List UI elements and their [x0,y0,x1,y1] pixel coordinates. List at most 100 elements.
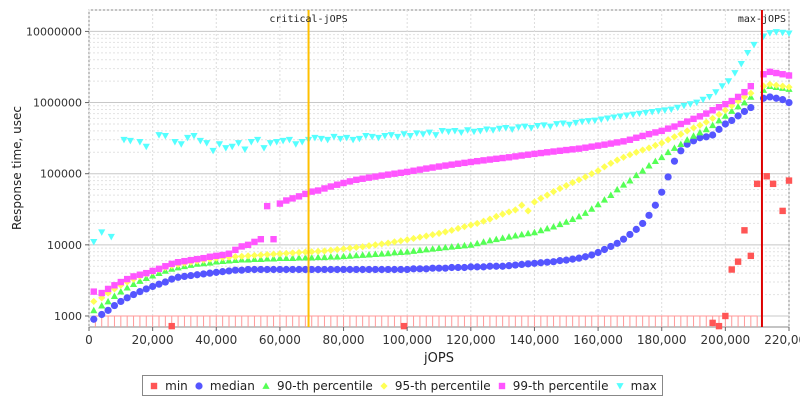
data-point [168,275,176,283]
data-point [537,259,545,267]
data-point [607,159,615,167]
data-point [772,29,780,36]
data-point [171,139,179,146]
data-point [575,145,583,152]
data-point [721,120,729,128]
x-tick-label: 200,000 [701,333,751,347]
data-point [651,141,659,149]
data-point [534,123,542,130]
data-point [295,265,303,274]
series-min [168,173,793,330]
data-point [98,294,106,302]
data-point [759,82,768,90]
x-tick-label: 20,000 [132,333,174,347]
data-point [562,256,570,264]
min-stems [94,315,758,327]
data-point [518,230,526,238]
data-point [740,107,749,116]
data-point [117,278,125,286]
data-point [467,263,475,271]
data-point [123,294,131,302]
data-point [143,269,150,277]
series-median [90,93,793,323]
data-point [429,264,437,272]
data-point [594,167,602,175]
data-point [308,188,315,195]
data-point [689,132,698,139]
data-point [352,265,360,274]
data-point [616,113,624,120]
data-point [266,140,274,147]
data-point [174,259,182,266]
data-point [209,147,217,155]
data-point [632,171,640,179]
data-point [492,235,500,243]
data-point [645,161,653,169]
data-point [136,139,144,146]
data-point [651,201,659,209]
data-point [238,266,246,274]
data-point [563,146,570,154]
data-point [670,157,679,165]
data-point [619,235,628,243]
data-point [416,166,424,173]
legend-label: min [165,378,188,393]
data-point [779,71,786,78]
legend-item: 99-th percentile [496,379,609,393]
legend-item: 90-th percentile [260,379,373,393]
data-point [260,145,268,152]
data-point [747,252,755,260]
data-point [451,127,459,135]
data-point [642,109,650,117]
data-point [193,271,201,279]
data-point [645,211,653,219]
data-point [374,134,383,142]
data-point [479,217,488,225]
data-point [531,150,538,158]
data-point [435,163,443,170]
data-point [365,265,373,274]
data-point [126,137,134,145]
data-point [639,146,647,154]
legend-item: min [148,379,188,393]
data-point [181,257,188,265]
data-point [225,267,233,275]
x-tick-label: 220,000 [764,333,800,347]
legend-marker [380,381,388,390]
data-point [250,251,259,260]
y-tick-label: 10000000 [26,25,82,38]
data-point [594,200,602,208]
data-point [734,112,742,120]
data-point [626,176,634,184]
data-point [530,259,539,267]
data-point [518,201,526,209]
data-point [600,163,609,171]
data-point [429,164,436,171]
data-point [581,209,589,216]
data-point [473,239,481,247]
data-point [384,265,392,274]
data-point [594,142,602,149]
data-point [581,253,589,261]
data-point [715,110,723,119]
data-point [276,265,284,274]
data-point [422,265,430,273]
data-point [565,121,574,129]
data-point [702,125,710,133]
data-point [289,249,297,257]
data-point [314,265,322,274]
data-point [524,151,532,158]
data-point [785,177,793,184]
data-point [476,127,484,135]
data-point [365,242,373,250]
data-point [149,267,156,275]
data-point [333,181,341,188]
legend-label: 99-th percentile [512,378,609,393]
data-point [613,156,621,164]
data-point [524,260,532,268]
legend: min median 90-th percentile 95-th percentil… [142,375,663,396]
data-point [518,260,526,269]
data-point [578,118,586,126]
data-point [110,301,119,310]
data-point [626,151,634,159]
